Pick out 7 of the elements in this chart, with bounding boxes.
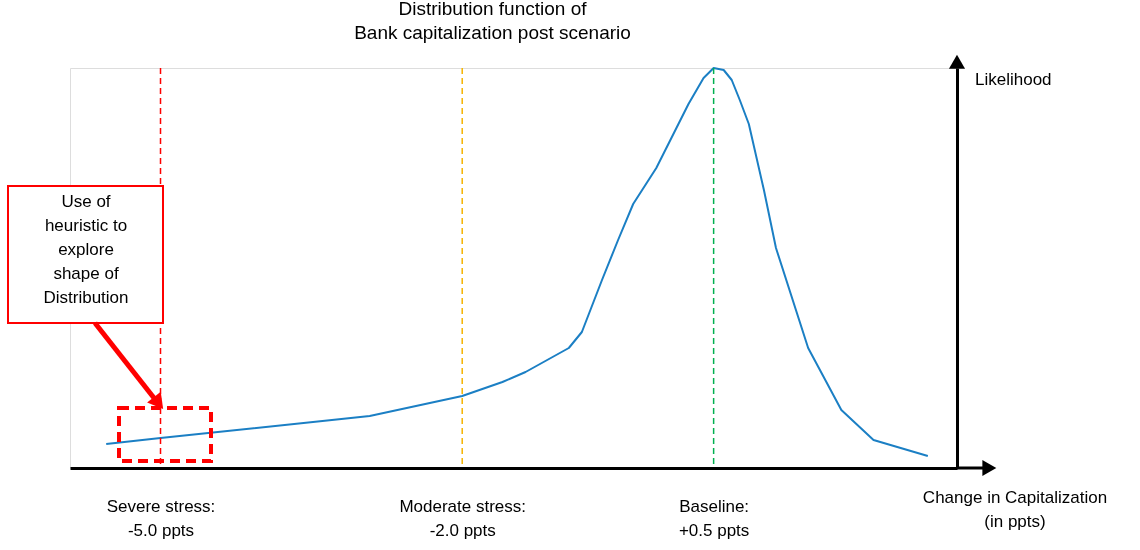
y-axis-title: Likelihood [975, 70, 1052, 89]
x-tick-label: Moderate stress: -2.0 ppts [399, 496, 527, 540]
chart-title: Distribution function of Bank capitalization post scenario [354, 0, 631, 43]
annotation: Use of heuristic to explore shape of Distribution [43, 192, 129, 307]
x-tick-label: Severe stress: -5.0 ppts [106, 496, 216, 540]
x-axis-title: Change in Capitalization (in ppts) [922, 488, 1108, 531]
x-tick-label: Baseline: +0.5 ppts [678, 496, 750, 540]
